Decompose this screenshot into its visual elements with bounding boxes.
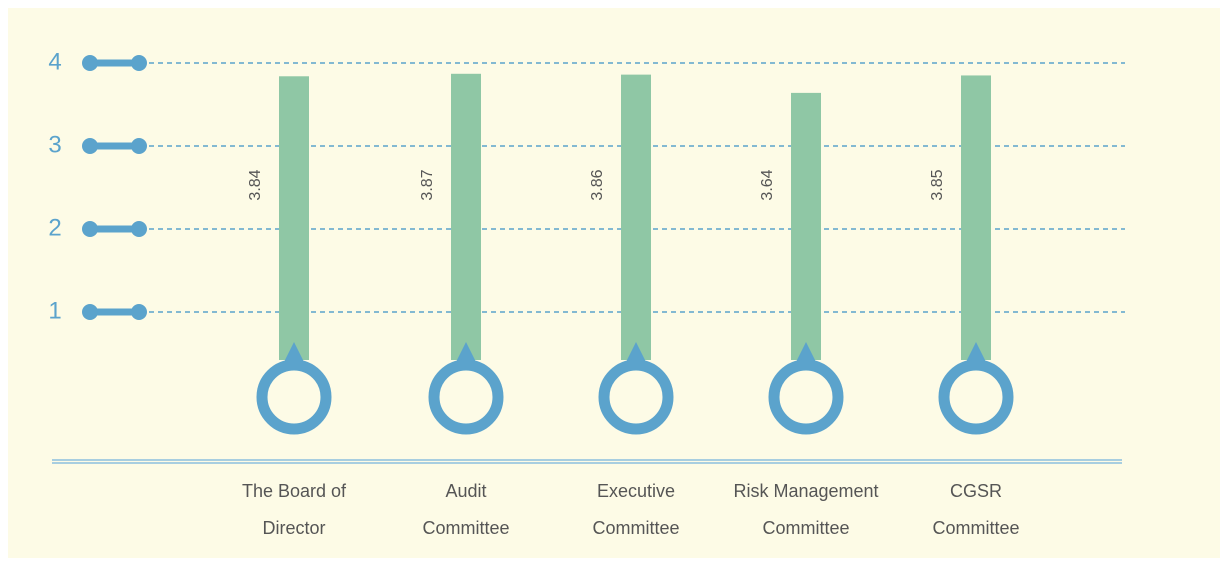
background: [8, 8, 1220, 558]
value-label: 3.64: [759, 169, 776, 200]
x-tick-label: Committee: [932, 518, 1019, 538]
x-tick-label: Executive: [597, 481, 675, 501]
tick-dot: [82, 138, 98, 154]
value-label: 3.87: [419, 169, 436, 200]
x-tick-label: Audit: [445, 481, 486, 501]
y-tick-label: 3: [48, 131, 61, 158]
x-tick-label: Committee: [762, 518, 849, 538]
pointer: [966, 342, 986, 362]
y-tick-label: 1: [48, 297, 61, 324]
x-tick-label: Risk Management: [733, 481, 878, 501]
x-tick-label: Director: [262, 518, 325, 538]
value-label: 3.86: [589, 169, 606, 200]
tick-dot: [131, 304, 147, 320]
tick-dot: [131, 138, 147, 154]
bar: [279, 76, 309, 360]
bar: [791, 92, 821, 360]
ring: [256, 359, 332, 435]
ring: [768, 359, 844, 435]
bar: [451, 73, 481, 360]
value-label: 3.84: [247, 169, 264, 200]
x-tick-label: Committee: [592, 518, 679, 538]
ring: [938, 359, 1014, 435]
bar: [621, 74, 651, 361]
pointer: [284, 342, 304, 362]
tick-dot: [82, 55, 98, 71]
pointer: [796, 342, 816, 362]
pointer: [456, 342, 476, 362]
ring: [428, 359, 504, 435]
x-tick-label: The Board of: [242, 481, 347, 501]
y-tick-label: 4: [48, 48, 61, 75]
tick-dot: [131, 221, 147, 237]
tick-dot: [131, 55, 147, 71]
tick-dot: [82, 221, 98, 237]
y-tick-label: 2: [48, 214, 61, 241]
x-tick-label: CGSR: [950, 481, 1002, 501]
ring: [598, 359, 674, 435]
value-label: 3.85: [929, 169, 946, 200]
pointer: [626, 342, 646, 362]
x-tick-label: Committee: [422, 518, 509, 538]
tick-dot: [82, 304, 98, 320]
bar: [961, 75, 991, 360]
